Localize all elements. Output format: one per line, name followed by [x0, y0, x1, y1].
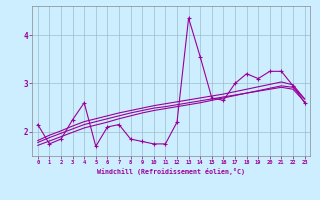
X-axis label: Windchill (Refroidissement éolien,°C): Windchill (Refroidissement éolien,°C) [97, 168, 245, 175]
